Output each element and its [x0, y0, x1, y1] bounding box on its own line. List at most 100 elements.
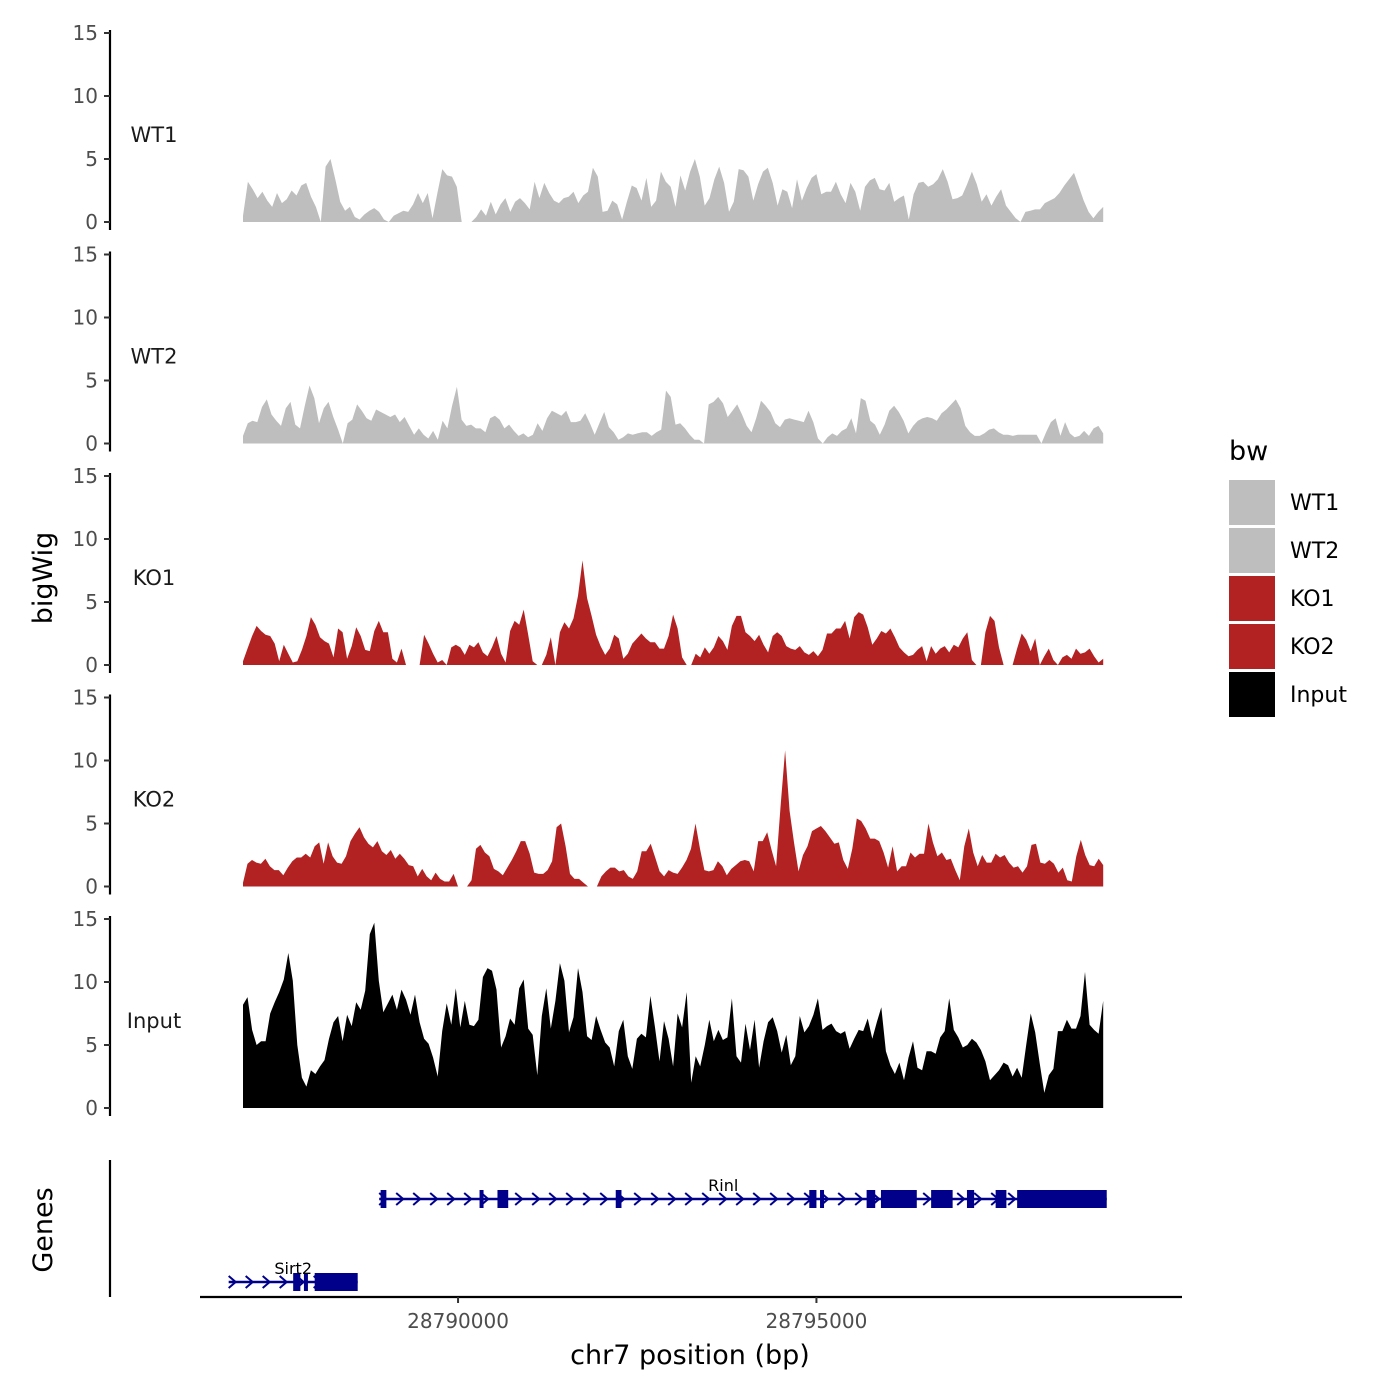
exon-rinl-12: [1017, 1190, 1107, 1208]
strand-arrow: [718, 1192, 728, 1206]
strand-arrow: [684, 1192, 694, 1206]
exon-rinl-6: [820, 1190, 825, 1208]
exon-sirt2-2: [303, 1273, 308, 1291]
gene-sirt2: Sirt2: [228, 1259, 358, 1291]
track-input: 0 5 10 15 Input: [73, 907, 1104, 1120]
strand-arrow: [429, 1192, 439, 1206]
exon-rinl-9: [931, 1190, 953, 1208]
legend-swatch-input: [1229, 672, 1275, 717]
track-layer: 0 5 10 15 WT1 0 5 10 15 WT2 0 5 10 15 KO1 0 5 10 15 KO2 0 5 10…: [73, 21, 1104, 1120]
gene-label-rinl: Rinl: [708, 1176, 738, 1195]
strand-arrow: [279, 1275, 289, 1289]
area-ko2: [243, 750, 1104, 887]
strand-arrow: [228, 1275, 238, 1289]
x-axis: 28790000 28795000: [200, 1295, 1182, 1333]
exon-rinl-2: [479, 1190, 484, 1208]
track-ko1: 0 5 10 15 KO1: [73, 464, 1104, 677]
strand-arrow: [548, 1192, 558, 1206]
strand-arrow: [395, 1192, 405, 1206]
strand-arrow: [922, 1192, 932, 1206]
strand-arrow: [854, 1192, 864, 1206]
strand-arrow: [973, 1192, 983, 1206]
gene-label-sirt2: Sirt2: [274, 1259, 312, 1278]
strand-arrow: [650, 1192, 660, 1206]
legend-label-ko1: KO1: [1290, 587, 1335, 612]
legend-swatch-wt1: [1229, 480, 1275, 525]
x-tick-label-28790000: 28790000: [407, 1309, 509, 1333]
y-tick-label-ko2-15: 15: [73, 686, 98, 710]
strand-arrow: [786, 1192, 796, 1206]
legend-label-wt1: WT1: [1290, 491, 1339, 516]
y-tick-label-wt2-5: 5: [85, 369, 98, 393]
genes-axis-title: Genes: [28, 1187, 59, 1272]
legend-label-wt2: WT2: [1290, 539, 1339, 564]
area-wt1: [243, 159, 1104, 222]
exon-rinl-8: [880, 1190, 917, 1208]
gene-layer: Sirt2 Rinl: [108, 1160, 1107, 1297]
exon-rinl-5: [809, 1190, 817, 1208]
exon-sirt2-1: [293, 1273, 301, 1291]
track-label-wt2: WT2: [131, 345, 178, 369]
track-ko2: 0 5 10 15 KO2: [73, 686, 1104, 899]
y-tick-label-input-15: 15: [73, 907, 98, 931]
legend-label-input: Input: [1290, 683, 1347, 708]
strand-arrow: [956, 1192, 966, 1206]
track-label-wt1: WT1: [131, 123, 178, 147]
legend-swatch-wt2: [1229, 528, 1275, 573]
track-wt1: 0 5 10 15 WT1: [73, 21, 1104, 234]
y-tick-label-ko1-0: 0: [85, 653, 98, 677]
strand-arrow: [412, 1192, 422, 1206]
area-ko1: [243, 560, 1104, 665]
exon-rinl-11: [995, 1190, 1007, 1208]
strand-arrow: [245, 1275, 255, 1289]
strand-arrow: [633, 1192, 643, 1206]
y-axis-title: bigWig: [28, 532, 59, 625]
track-label-ko1: KO1: [133, 566, 176, 590]
strand-arrow: [752, 1192, 762, 1206]
strand-arrow: [446, 1192, 456, 1206]
area-input: [243, 922, 1104, 1108]
y-tick-label-wt1-0: 0: [85, 210, 98, 234]
y-tick-label-input-10: 10: [73, 970, 98, 994]
y-tick-label-wt2-15: 15: [73, 243, 98, 267]
strand-arrow: [599, 1192, 609, 1206]
y-tick-label-wt1-15: 15: [73, 21, 98, 45]
legend: bw WT1 WT2 KO1 KO2 Input: [1229, 436, 1347, 717]
strand-arrow: [514, 1192, 524, 1206]
strand-arrow: [531, 1192, 541, 1206]
strand-arrow: [837, 1192, 847, 1206]
legend-swatch-ko1: [1229, 576, 1275, 621]
exon-rinl-7: [866, 1190, 876, 1208]
strand-arrow: [565, 1192, 575, 1206]
strand-arrow: [1007, 1192, 1017, 1206]
y-tick-label-wt2-10: 10: [73, 306, 98, 330]
y-tick-label-wt1-10: 10: [73, 84, 98, 108]
y-tick-label-ko2-0: 0: [85, 875, 98, 899]
y-tick-label-wt1-5: 5: [85, 147, 98, 171]
legend-label-ko2: KO2: [1290, 635, 1335, 660]
exon-rinl-10: [966, 1190, 975, 1208]
y-tick-label-input-0: 0: [85, 1096, 98, 1120]
exon-rinl-3: [497, 1190, 509, 1208]
gene-rinl: Rinl: [378, 1176, 1107, 1208]
area-wt2: [243, 385, 1104, 444]
legend-title: bw: [1229, 436, 1268, 467]
strand-arrow: [463, 1192, 473, 1206]
y-tick-label-ko2-10: 10: [73, 749, 98, 773]
exon-sirt2-3: [314, 1273, 358, 1291]
exon-rinl-1: [380, 1190, 387, 1208]
legend-swatch-ko2: [1229, 624, 1275, 669]
track-label-input: Input: [127, 1009, 181, 1033]
track-label-ko2: KO2: [133, 788, 176, 812]
exon-rinl-4: [615, 1190, 622, 1208]
y-tick-label-ko1-5: 5: [85, 590, 98, 614]
y-tick-label-input-5: 5: [85, 1033, 98, 1057]
y-tick-label-wt2-0: 0: [85, 432, 98, 456]
strand-arrow: [262, 1275, 272, 1289]
strand-arrow: [667, 1192, 677, 1206]
strand-arrow: [582, 1192, 592, 1206]
strand-arrow: [701, 1192, 711, 1206]
y-tick-label-ko1-15: 15: [73, 464, 98, 488]
y-tick-label-ko2-5: 5: [85, 812, 98, 836]
